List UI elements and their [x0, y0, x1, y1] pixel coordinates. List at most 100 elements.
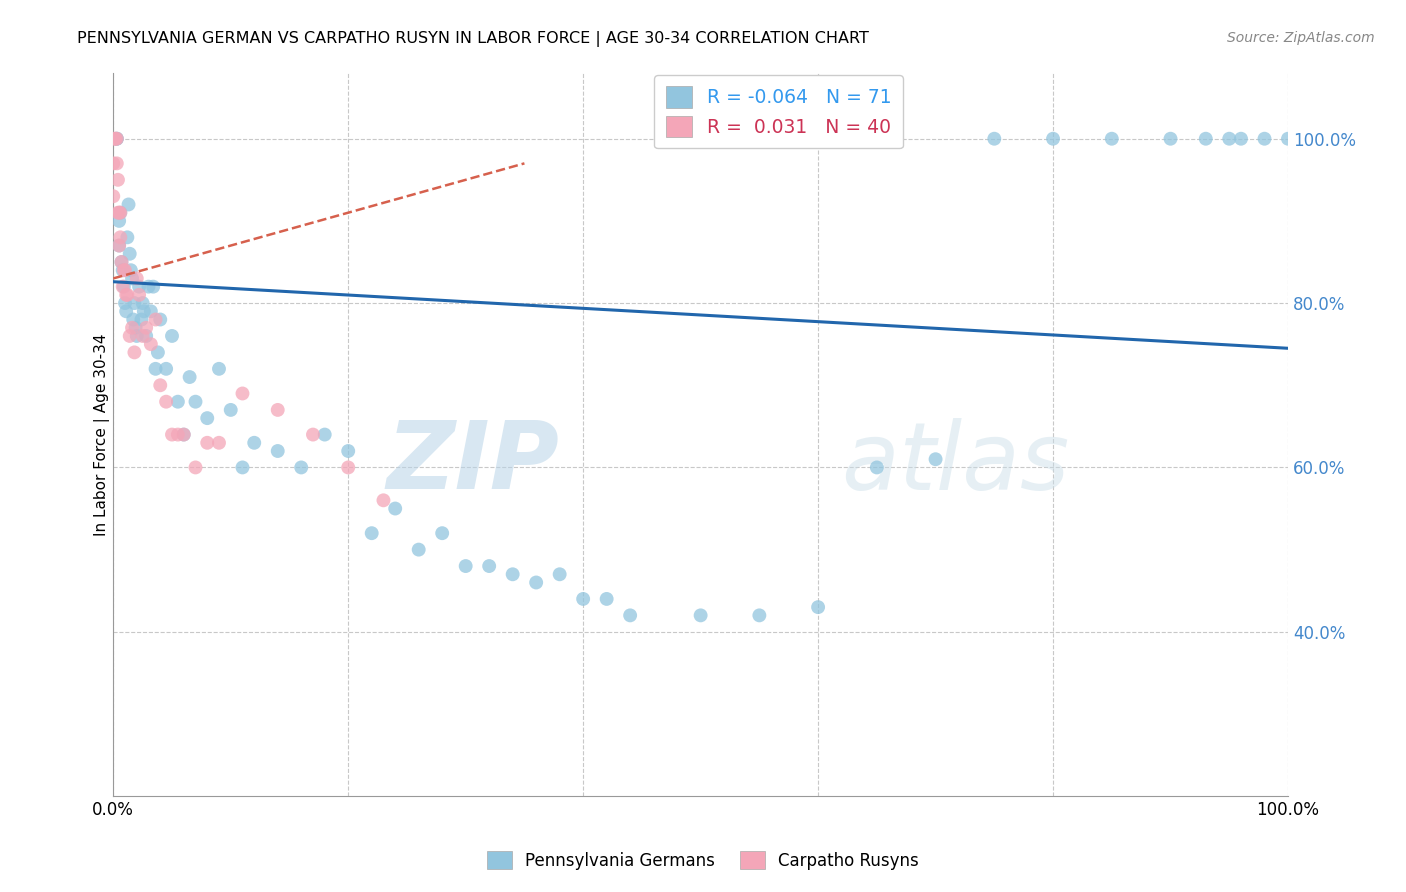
Point	[208, 361, 231, 376]
Point	[145, 312, 167, 326]
Point	[142, 279, 165, 293]
Point	[924, 452, 946, 467]
Point	[110, 205, 132, 219]
Point	[432, 526, 454, 541]
Point	[155, 394, 177, 409]
Point	[337, 444, 360, 458]
Point	[267, 403, 290, 417]
Point	[866, 460, 889, 475]
Point	[115, 288, 138, 302]
Point	[132, 304, 155, 318]
Point	[138, 279, 160, 293]
Point	[807, 600, 830, 615]
Point	[1101, 132, 1123, 146]
Point	[1195, 132, 1218, 146]
Point	[290, 460, 312, 475]
Text: atlas: atlas	[842, 418, 1070, 509]
Point	[208, 435, 231, 450]
Point	[121, 320, 143, 334]
Point	[117, 230, 139, 244]
Point	[103, 189, 125, 203]
Point	[146, 345, 169, 359]
Point	[231, 386, 253, 401]
Point	[131, 329, 153, 343]
Point	[125, 271, 148, 285]
Point	[167, 394, 190, 409]
Point	[360, 526, 382, 541]
Point	[135, 329, 157, 343]
Point	[173, 427, 195, 442]
Point	[105, 132, 128, 146]
Point	[179, 370, 201, 384]
Point	[337, 460, 360, 475]
Point	[128, 279, 150, 293]
Point	[243, 435, 266, 450]
Point	[184, 394, 207, 409]
Point	[108, 238, 131, 252]
Point	[114, 296, 136, 310]
Point	[155, 361, 177, 376]
Point	[131, 296, 153, 310]
Point	[118, 329, 141, 343]
Point	[408, 542, 430, 557]
Point	[114, 263, 136, 277]
Point	[1230, 132, 1253, 146]
Point	[103, 156, 125, 170]
Point	[110, 205, 132, 219]
Point	[131, 312, 153, 326]
Point	[124, 345, 146, 359]
Point	[231, 460, 253, 475]
Point	[124, 296, 146, 310]
Point	[595, 591, 617, 606]
Point	[373, 493, 395, 508]
Point	[108, 205, 131, 219]
Point	[1042, 132, 1064, 146]
Point	[502, 567, 524, 582]
Point	[524, 575, 547, 590]
Point	[689, 608, 711, 623]
Point	[110, 230, 132, 244]
Point	[125, 329, 148, 343]
Point	[111, 279, 134, 293]
Point	[748, 608, 770, 623]
Point	[149, 312, 172, 326]
Point	[117, 288, 139, 302]
Point	[160, 427, 183, 442]
Point	[160, 329, 183, 343]
Point	[110, 255, 132, 269]
Point	[384, 501, 406, 516]
Point	[619, 608, 641, 623]
Point	[195, 411, 218, 425]
Point	[120, 263, 142, 277]
Point	[454, 559, 477, 574]
Point	[107, 173, 129, 187]
Point	[267, 444, 290, 458]
Point	[112, 263, 135, 277]
Point	[195, 435, 218, 450]
Y-axis label: In Labor Force | Age 30-34: In Labor Force | Age 30-34	[94, 334, 110, 536]
Text: PENNSYLVANIA GERMAN VS CARPATHO RUSYN IN LABOR FORCE | AGE 30-34 CORRELATION CHA: PENNSYLVANIA GERMAN VS CARPATHO RUSYN IN…	[77, 31, 869, 47]
Point	[572, 591, 595, 606]
Point	[108, 238, 131, 252]
Point	[1218, 132, 1240, 146]
Point	[149, 378, 172, 392]
Point	[104, 132, 127, 146]
Point	[103, 132, 125, 146]
Point	[124, 320, 146, 334]
Point	[139, 304, 162, 318]
Point	[110, 255, 132, 269]
Point	[1253, 132, 1275, 146]
Point	[184, 460, 207, 475]
Point	[302, 427, 325, 442]
Point	[314, 427, 336, 442]
Point	[1160, 132, 1182, 146]
Point	[983, 132, 1005, 146]
Point	[105, 132, 128, 146]
Point	[112, 279, 135, 293]
Point	[128, 288, 150, 302]
Point	[145, 361, 167, 376]
Point	[108, 214, 131, 228]
Point	[173, 427, 195, 442]
Point	[105, 156, 128, 170]
Point	[107, 205, 129, 219]
